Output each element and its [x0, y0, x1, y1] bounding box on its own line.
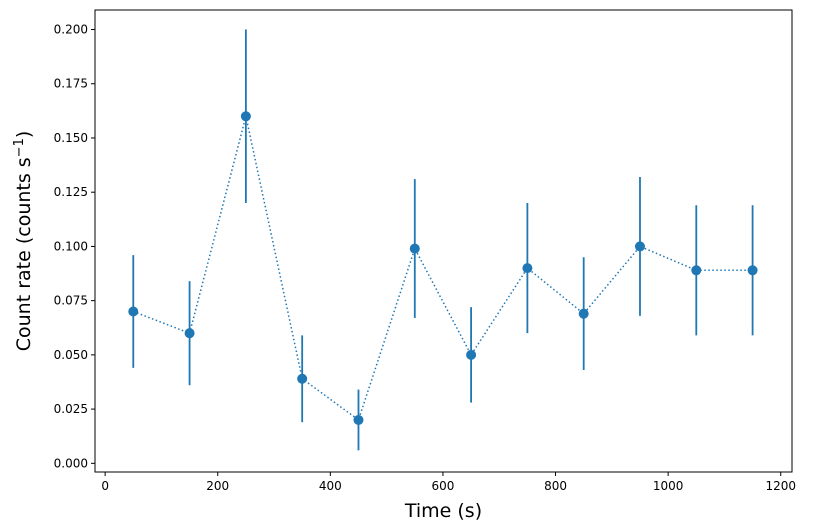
y-tick-label: 0.000	[54, 456, 88, 470]
data-point	[353, 414, 364, 425]
x-axis-title: Time (s)	[404, 500, 482, 522]
y-axis-title-main: Count rate (counts s	[13, 157, 35, 351]
x-tick-label: 200	[206, 479, 229, 493]
data-point	[747, 265, 758, 276]
data-point	[578, 308, 589, 319]
y-tick-label: 0.100	[54, 239, 88, 253]
data-point	[466, 349, 477, 360]
y-tick-label: 0.025	[54, 402, 88, 416]
y-axis-title-exponent: −1	[12, 138, 27, 157]
data-point	[184, 328, 195, 339]
series-line	[133, 116, 753, 422]
data-point	[634, 241, 645, 252]
y-axis-title: Count rate (counts s−1)	[12, 131, 36, 352]
data-point	[128, 306, 139, 317]
data-point	[409, 243, 420, 254]
data-point	[297, 373, 308, 384]
x-tick-label: 1200	[765, 479, 796, 493]
series-layer	[128, 29, 758, 451]
plot-area	[95, 10, 792, 472]
y-tick-label: 0.050	[54, 348, 88, 362]
x-tick-label: 0	[101, 479, 109, 493]
y-tick-label: 0.200	[54, 23, 88, 37]
data-point	[691, 265, 702, 276]
x-tick-label: 1000	[653, 479, 684, 493]
x-tick-label: 600	[431, 479, 454, 493]
data-point	[522, 263, 533, 274]
plot-frame	[94, 9, 793, 473]
y-tick-label: 0.075	[54, 294, 88, 308]
x-tick-label: 800	[544, 479, 567, 493]
y-axis-title-close: )	[13, 131, 35, 138]
axes-layer: 0 200 400 600 800 1000 1200 0.000 0.025 0.050 0.07…	[54, 23, 796, 493]
data-point	[240, 111, 251, 122]
y-tick-label: 0.150	[54, 131, 88, 145]
y-tick-label: 0.125	[54, 185, 88, 199]
x-tick-label: 400	[319, 479, 342, 493]
y-tick-label: 0.175	[54, 77, 88, 91]
